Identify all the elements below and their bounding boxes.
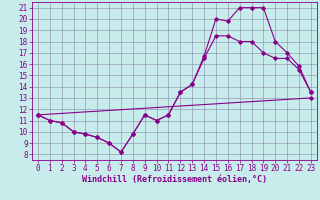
X-axis label: Windchill (Refroidissement éolien,°C): Windchill (Refroidissement éolien,°C): [82, 175, 267, 184]
